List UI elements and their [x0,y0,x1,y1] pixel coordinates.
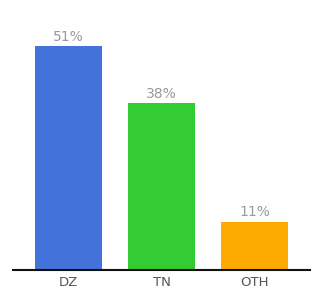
Bar [35,46,102,270]
Bar [128,103,195,270]
Text: 38%: 38% [146,87,177,101]
Bar [221,222,288,270]
Text: 51%: 51% [53,30,84,44]
Text: 11%: 11% [239,206,270,219]
